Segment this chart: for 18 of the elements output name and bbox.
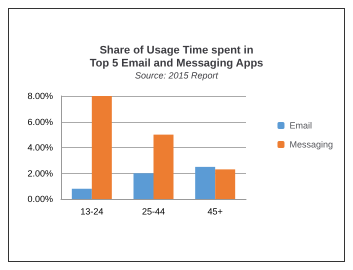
- legend-label: Messaging: [289, 140, 334, 150]
- x-tick-label: 13-24: [80, 206, 104, 216]
- x-tick-label: 45+: [208, 206, 223, 216]
- bar: [215, 169, 236, 199]
- chart-subtitle: Source: 2015 Report: [134, 70, 219, 80]
- y-tick-label: 4.00%: [27, 142, 53, 152]
- y-tick-label: 6.00%: [27, 116, 53, 127]
- x-tick-label: 25-44: [142, 206, 166, 216]
- y-tick-label: 0.00%: [27, 194, 53, 204]
- legend-label: Email: [289, 120, 312, 130]
- bar: [134, 173, 154, 199]
- bar: [92, 96, 112, 199]
- y-tick-label: 8.00%: [27, 91, 53, 101]
- bar: [195, 166, 216, 199]
- bar: [154, 134, 174, 199]
- chart-title: Share of Usage Time spent in Top 5 Email and Messaging Apps: [90, 44, 264, 70]
- bar: [72, 188, 92, 199]
- y-tick-label: 2.00%: [27, 168, 53, 178]
